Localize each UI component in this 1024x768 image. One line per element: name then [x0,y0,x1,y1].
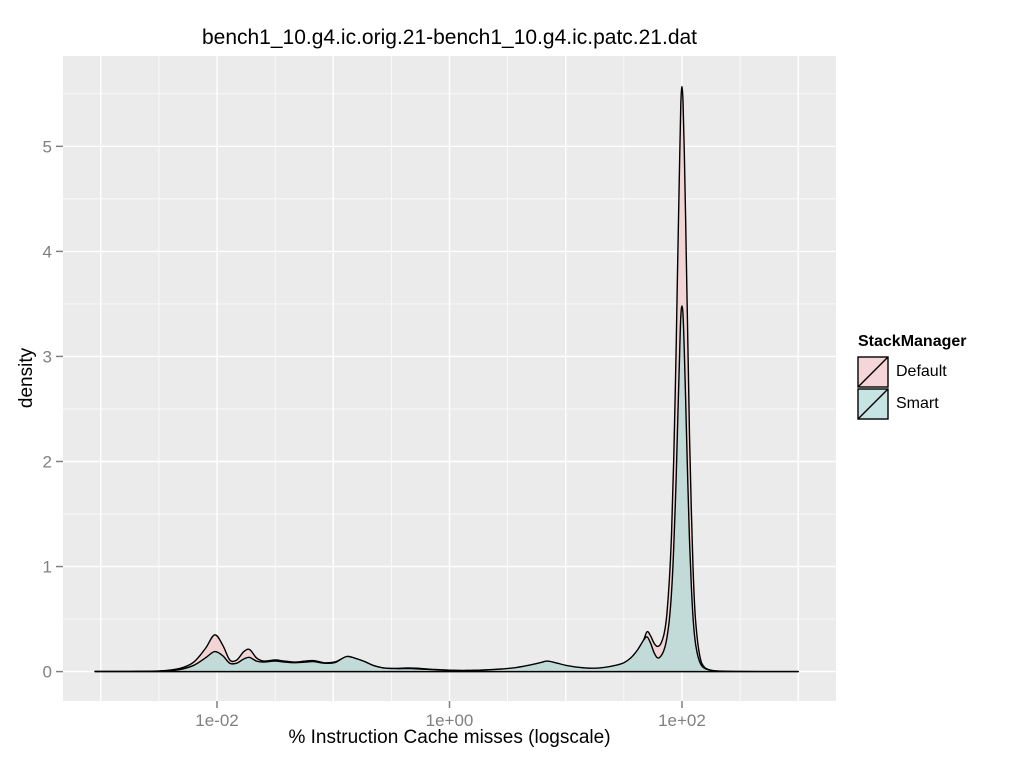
legend-item-smart: Smart [857,388,967,420]
x-axis-title: % Instruction Cache misses (logscale) [288,727,611,748]
y-tick-label: 2 [43,452,52,471]
legend-key-diagonal-line-icon [857,388,889,420]
chart-title: bench1_10.g4.ic.orig.21-bench1_10.g4.ic.… [201,26,698,49]
y-tick-label: 3 [43,347,52,366]
x-tick-label: 1e+02 [658,711,706,730]
x-tick-label: 1e+00 [426,711,474,730]
density-curve-smart [94,305,799,673]
legend: StackManager Default Smart [857,333,967,420]
x-tick-label: 1e-02 [195,711,238,730]
legend-label-default: Default [896,363,947,380]
legend-key-diagonal-line-icon [857,356,889,388]
y-axis-title: density [16,347,37,409]
legend-key-smart-swatch [857,388,889,420]
y-tick-label: 1 [43,558,52,577]
y-tick-label: 5 [43,137,52,156]
y-tick-label: 0 [43,663,52,682]
legend-key-default-swatch [857,356,889,388]
legend-label-smart: Smart [896,395,939,412]
legend-item-default: Default [857,356,967,388]
y-tick-label: 4 [43,242,52,261]
legend-title: StackManager [858,333,967,350]
